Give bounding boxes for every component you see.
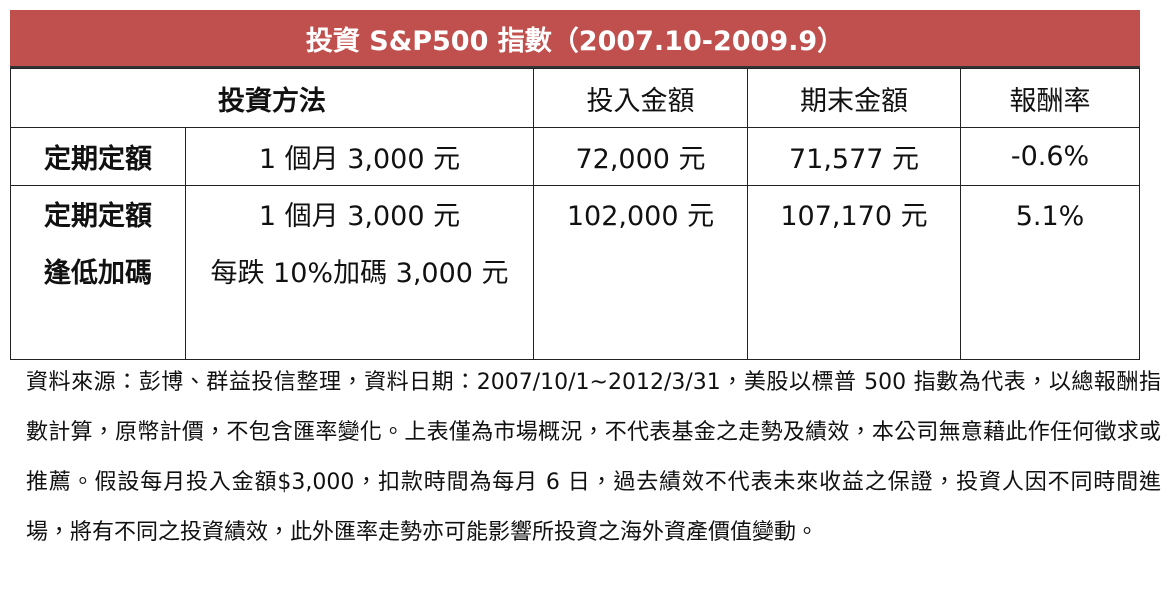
invested-cell: 102,000 元 [533,185,748,360]
invested-cell: 72,000 元 [533,127,748,186]
footnote: 資料來源：彭博、群益投信整理，資料日期：2007/10/1~2012/3/31，… [26,370,1161,545]
plan-line: 每跌 10%加碼 3,000 元 [210,258,509,289]
return-cell: 5.1% [960,185,1140,360]
row: 定期定額逢低加碼 1 個月 3,000 元每跌 10%加碼 3,000 元 10… [10,185,1140,360]
table-title: 投資 S&P500 指數（2007.10-2009.9） [10,10,1140,68]
method-line: 定期定額 [44,201,152,232]
plan-line: 1 個月 3,000 元 [258,201,461,232]
plan-cell: 1 個月 3,000 元每跌 10%加碼 3,000 元 [185,185,534,360]
header-cell: 投資方法 [10,68,534,128]
header-row: 投資方法 投入金額 期末金額 報酬率 [10,68,1140,128]
table: 投資方法 投入金額 期末金額 報酬率 定期定額 1 個月 3,000 元 72,… [10,68,1140,360]
header-cell: 投入金額 [533,68,748,128]
method-line: 逢低加碼 [44,258,152,289]
plan-cell: 1 個月 3,000 元 [185,127,534,186]
plan-line: 1 個月 3,000 元 [258,144,461,175]
header-cell: 期末金額 [747,68,961,128]
final-cell: 71,577 元 [747,127,961,186]
final-cell: 107,170 元 [747,185,961,360]
header-cell: 報酬率 [960,68,1140,128]
row: 定期定額 1 個月 3,000 元 72,000 元 71,577 元 -0.6… [10,127,1140,186]
method-line: 定期定額 [44,144,152,175]
method-cell: 定期定額 逢低加碼 [10,185,186,360]
method-cell: 定期定額 [10,127,186,186]
return-cell: -0.6% [960,127,1140,186]
